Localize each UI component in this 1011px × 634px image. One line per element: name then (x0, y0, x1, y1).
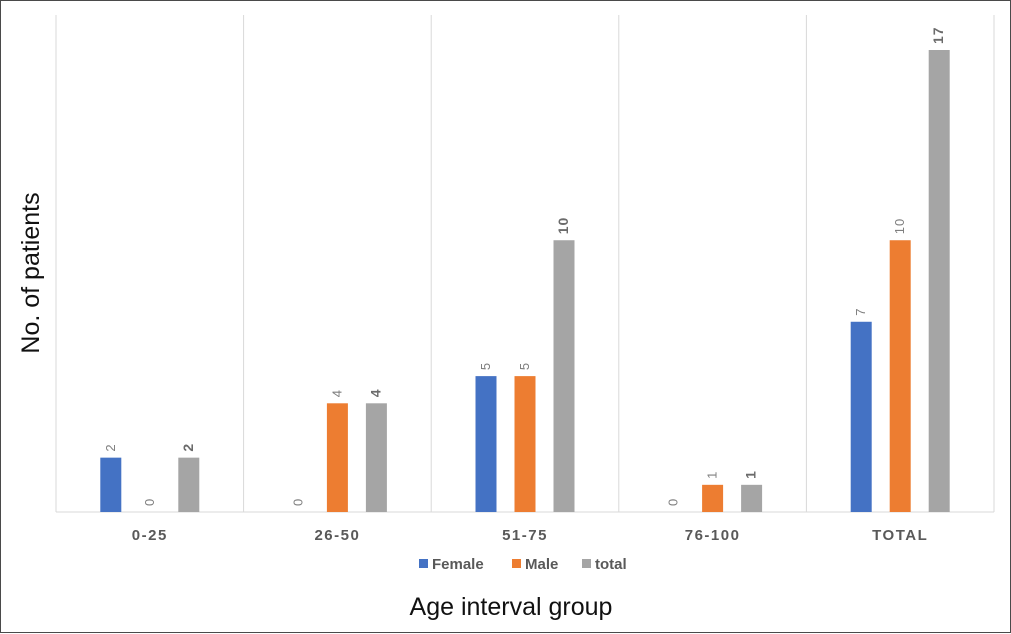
bar-male-total (889, 240, 911, 512)
data-label: 4 (367, 388, 383, 397)
data-label: 10 (555, 217, 571, 235)
legend-label-female: Female (432, 556, 484, 573)
bar-total-0-25 (178, 457, 200, 512)
data-label: 10 (892, 218, 907, 234)
data-label: 17 (930, 26, 946, 44)
x-tick-label: 76-100 (685, 527, 741, 544)
data-label: 5 (517, 362, 532, 370)
y-axis-title: No. of patients (17, 192, 45, 353)
bar-female-total (850, 321, 872, 512)
x-tick-label: TOTAL (872, 527, 928, 544)
bars (100, 50, 950, 512)
x-tick-label: 26-50 (314, 527, 360, 544)
legend-swatch-female (419, 559, 428, 568)
x-tick-labels: 0-25 26-50 51-75 76-100 TOTAL (132, 527, 928, 544)
data-label: 0 (142, 498, 157, 506)
data-label: 2 (180, 443, 196, 452)
bar-total-total (928, 50, 950, 512)
legend: Female Male total (419, 556, 627, 573)
x-axis-title: Age interval group (410, 593, 613, 621)
legend-swatch-total (582, 559, 591, 568)
legend-swatch-male (512, 559, 521, 568)
data-label: 0 (290, 498, 305, 506)
bar-male-26-50 (326, 403, 348, 512)
data-label: 5 (478, 362, 493, 370)
data-label: 1 (743, 470, 759, 479)
bar-female-51-75 (475, 376, 497, 512)
legend-label-male: Male (525, 556, 558, 573)
x-tick-label: 51-75 (502, 527, 548, 544)
x-tick-label: 0-25 (132, 527, 168, 544)
bar-total-76-100 (741, 484, 763, 512)
legend-label-total: total (595, 556, 627, 573)
bar-female-0-25 (100, 457, 122, 512)
bar-total-26-50 (365, 403, 387, 512)
data-label: 7 (853, 308, 868, 316)
data-label: 0 (666, 498, 681, 506)
bar-male-51-75 (514, 376, 536, 512)
bar-total-51-75 (553, 240, 575, 512)
data-label: 2 (103, 443, 118, 451)
data-label: 4 (329, 389, 344, 397)
bar-male-76-100 (702, 484, 724, 512)
data-label: 1 (705, 471, 720, 479)
